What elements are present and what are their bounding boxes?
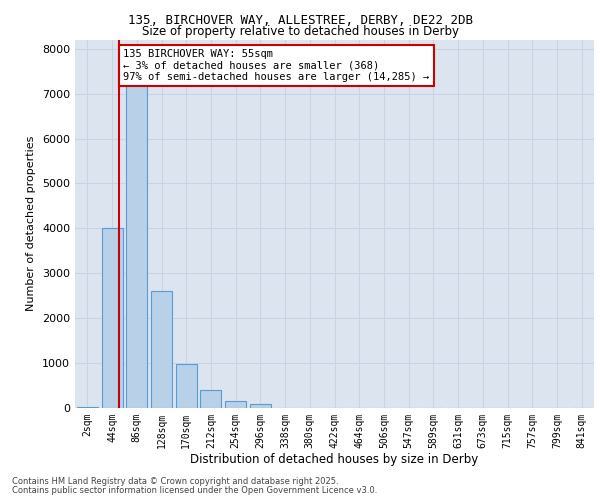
Bar (176, 364, 197, 408)
Bar (126, 72, 147, 407)
Bar (77, 406, 98, 408)
Bar (250, 404, 271, 407)
Y-axis label: Number of detached properties: Number of detached properties (26, 136, 37, 312)
Bar (101, 228, 122, 408)
Bar (151, 291, 172, 408)
Text: Contains HM Land Registry data © Crown copyright and database right 2025.: Contains HM Land Registry data © Crown c… (12, 477, 338, 486)
Bar (200, 390, 221, 407)
X-axis label: Distribution of detached houses by size in Derby: Distribution of detached houses by size … (190, 453, 479, 466)
Bar (225, 401, 246, 407)
Text: Size of property relative to detached houses in Derby: Size of property relative to detached ho… (142, 25, 458, 38)
Text: 135, BIRCHOVER WAY, ALLESTREE, DERBY, DE22 2DB: 135, BIRCHOVER WAY, ALLESTREE, DERBY, DE… (128, 14, 473, 27)
Text: 135 BIRCHOVER WAY: 55sqm
← 3% of detached houses are smaller (368)
97% of semi-d: 135 BIRCHOVER WAY: 55sqm ← 3% of detache… (123, 49, 430, 82)
Text: Contains public sector information licensed under the Open Government Licence v3: Contains public sector information licen… (12, 486, 377, 495)
